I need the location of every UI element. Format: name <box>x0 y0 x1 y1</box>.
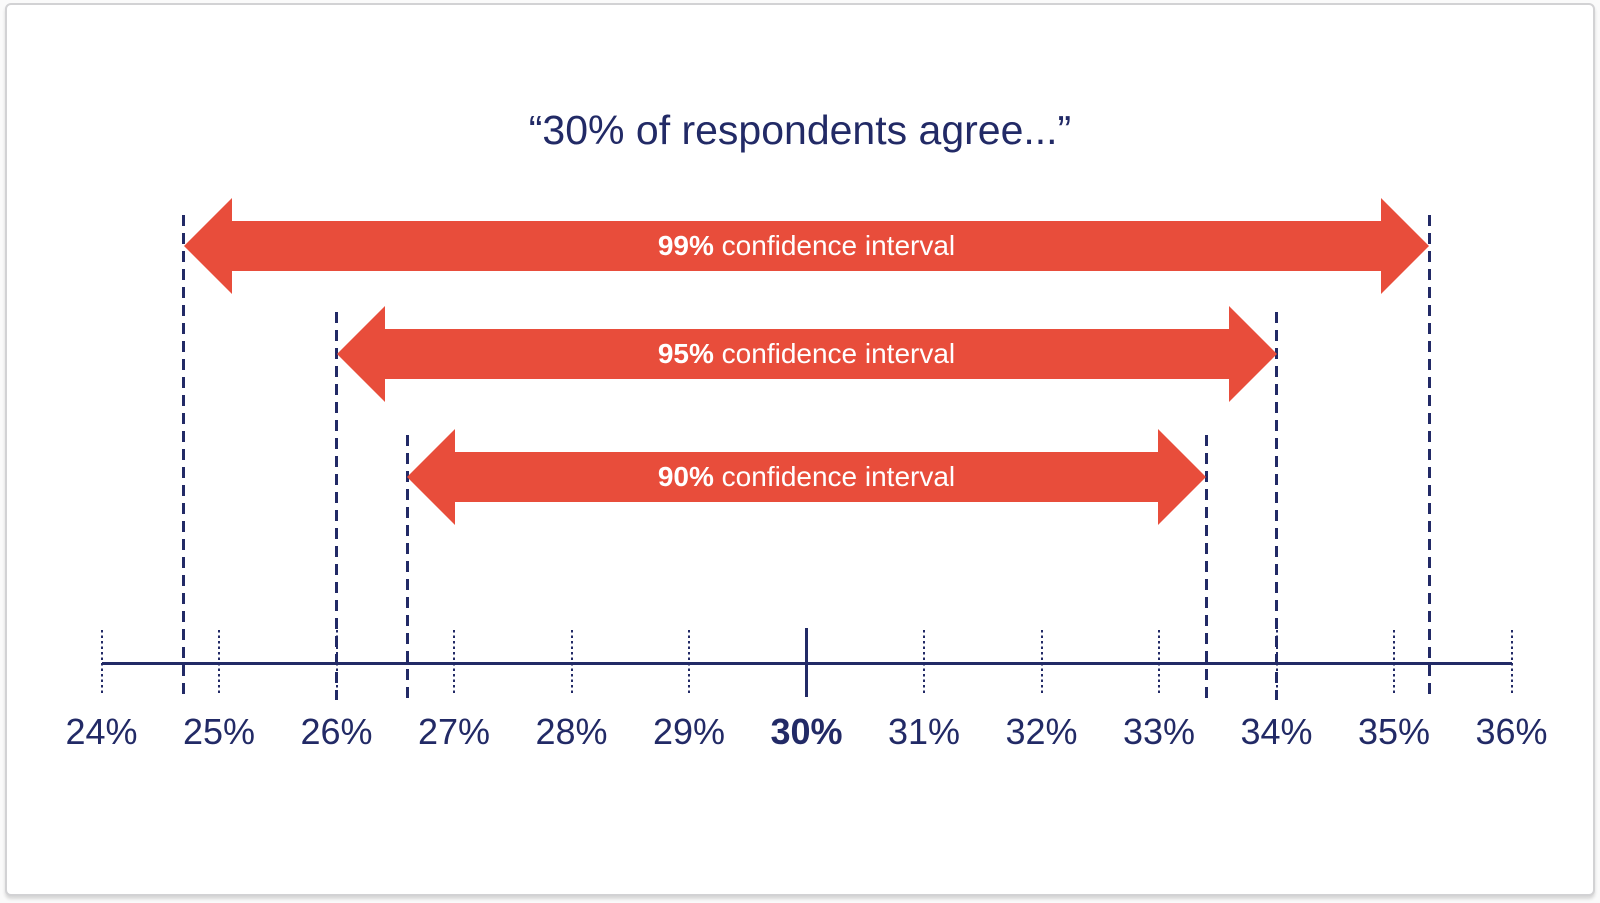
axis-tick-label-31: 31% <box>887 711 961 752</box>
ci-arrow-90%: 90% confidence interval <box>407 429 1206 525</box>
axis-tick-label-24: 24% <box>65 711 138 752</box>
axis-tick-label-27: 27% <box>417 711 491 752</box>
axis-tick-27 <box>453 630 455 695</box>
axis-tick-label-29: 29% <box>652 711 726 752</box>
axis-tick-label-32: 32% <box>1005 711 1078 752</box>
axis-tick-label-30: 30% <box>770 711 843 752</box>
ci-label-text: confidence interval <box>721 461 956 492</box>
ci-boundary-high-99% <box>1427 215 1431 700</box>
axis-tick-24 <box>100 630 103 695</box>
slide-frame: “30% of respondents agree...” 24% 25% 26% 2… <box>5 3 1595 896</box>
axis-tick-label-33: 33% <box>1122 711 1196 752</box>
arrowhead-left-icon <box>336 306 385 402</box>
axis-tick-label-36: 36% <box>1475 711 1548 752</box>
ci-arrow-label: 90% confidence interval <box>452 452 1161 502</box>
arrowhead-left-icon <box>183 198 232 294</box>
chart-title: “30% of respondents agree...” <box>528 107 1072 153</box>
ci-boundary-low-90% <box>405 435 409 700</box>
ci-boundary-low-95% <box>335 312 338 700</box>
axis-tick-36 <box>1510 630 1513 695</box>
ci-boundary-high-90% <box>1204 435 1208 700</box>
ci-arrow-95%: 95% confidence interval <box>336 306 1277 402</box>
ci-level: 99% <box>657 230 714 261</box>
plot-area: 24% 25% 26% 27% 28% 29% 30% 31% 32% 33% 34% 35% 36% 9… <box>7 5 1593 894</box>
ci-arrow-label: 95% confidence interval <box>382 329 1232 379</box>
axis-tick-33 <box>1158 630 1160 695</box>
arrow-shaft <box>228 221 1385 271</box>
axis-tick-label-25: 25% <box>182 711 256 752</box>
ci-boundary-low-99% <box>182 215 186 700</box>
axis-tick-label-34: 34% <box>1240 711 1313 752</box>
ci-boundary-high-95% <box>1275 312 1278 700</box>
axis-tick-label-28: 28% <box>535 711 608 752</box>
ci-arrow-99%: 99% confidence interval <box>183 198 1430 294</box>
axis-tick-label-35: 35% <box>1357 711 1431 752</box>
axis-tick-25 <box>218 630 220 695</box>
arrow-shaft <box>452 452 1161 502</box>
axis-tick-31 <box>923 630 925 695</box>
axis-tick-30 <box>805 628 808 697</box>
ci-arrow-label: 99% confidence interval <box>229 221 1385 271</box>
axis-tick-label-26: 26% <box>300 711 373 752</box>
arrowhead-right-icon <box>1381 198 1430 294</box>
ci-label-text: confidence interval <box>721 338 956 369</box>
axis-tick-28 <box>570 630 573 695</box>
arrow-shaft <box>381 329 1232 379</box>
arrowhead-right-icon <box>1158 429 1206 525</box>
arrowhead-left-icon <box>407 429 455 525</box>
ci-label-text: confidence interval <box>721 230 956 261</box>
arrowhead-right-icon <box>1228 306 1277 402</box>
axis-tick-35 <box>1393 630 1395 695</box>
ci-level: 90% <box>657 461 714 492</box>
ci-level: 95% <box>657 338 714 369</box>
axis-tick-32 <box>1040 630 1043 695</box>
axis-tick-29 <box>688 630 690 695</box>
